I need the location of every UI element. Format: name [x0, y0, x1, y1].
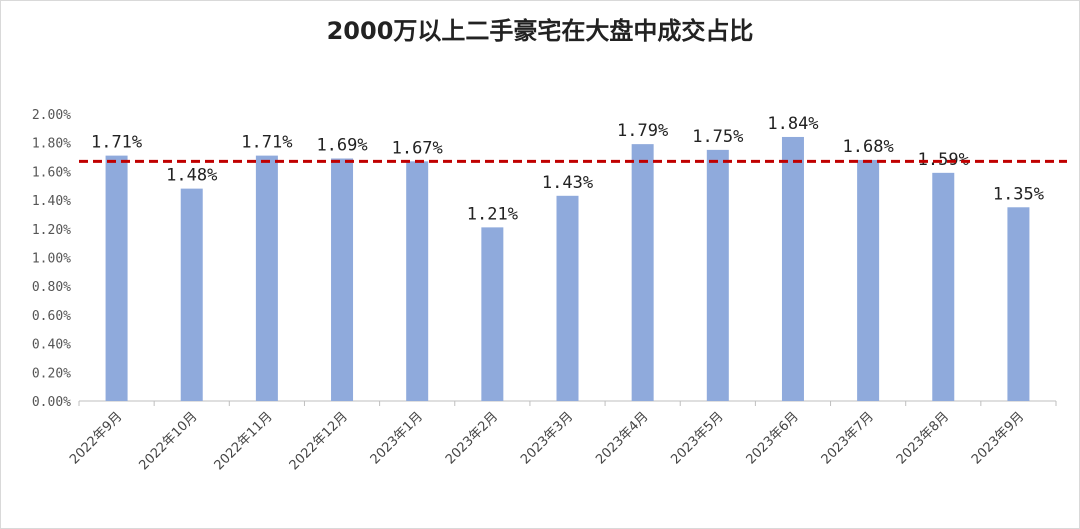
bar: [481, 227, 504, 401]
y-tick-label: 2.00%: [32, 108, 71, 123]
data-label: 1.79%: [617, 121, 668, 141]
bar: [932, 172, 955, 401]
y-tick-label: 0.60%: [32, 309, 71, 324]
y-tick-label: 1.80%: [32, 137, 71, 152]
y-tick-label: 1.20%: [32, 223, 71, 238]
category-label: 2023年6月: [744, 409, 802, 467]
data-label: 1.43%: [542, 173, 593, 193]
data-label: 1.59%: [918, 150, 969, 170]
y-tick-label: 0.20%: [32, 366, 71, 381]
bar: [556, 195, 579, 401]
bar: [1007, 207, 1030, 401]
category-label: 2022年12月: [287, 409, 351, 473]
data-label: 1.48%: [166, 166, 217, 186]
category-label: 2023年7月: [819, 409, 877, 467]
category-label: 2022年10月: [136, 409, 200, 473]
category-label: 2022年11月: [212, 409, 276, 473]
category-label: 2023年2月: [443, 409, 501, 467]
category-label: 2023年5月: [668, 409, 726, 467]
bar: [706, 149, 729, 401]
category-label: 2023年9月: [969, 409, 1027, 467]
data-label: 1.67%: [392, 138, 443, 158]
data-label: 1.71%: [91, 133, 142, 153]
data-label: 1.75%: [692, 127, 743, 147]
bar: [105, 155, 128, 401]
y-tick-label: 0.40%: [32, 338, 71, 353]
y-tick-label: 1.00%: [32, 252, 71, 267]
bar: [781, 136, 804, 401]
data-label: 1.69%: [316, 135, 367, 155]
category-label: 2023年3月: [518, 409, 576, 467]
category-label: 2022年9月: [67, 409, 125, 467]
bar: [331, 158, 354, 401]
bar: [857, 159, 880, 401]
data-label: 1.35%: [993, 184, 1044, 204]
y-tick-label: 0.80%: [32, 280, 71, 295]
bar: [180, 188, 203, 401]
y-tick-label: 1.60%: [32, 165, 71, 180]
chart-title: 2000万以上二手豪宅在大盘中成交占比: [326, 17, 754, 45]
category-label: 2023年8月: [894, 409, 952, 467]
data-label: 1.68%: [843, 137, 894, 157]
y-tick-label: 0.00%: [32, 395, 71, 410]
data-label: 1.84%: [767, 114, 818, 134]
data-label: 1.71%: [241, 133, 292, 153]
category-label: 2023年1月: [368, 409, 426, 467]
bar: [406, 161, 429, 401]
category-label: 2023年4月: [593, 409, 651, 467]
bar: [631, 144, 654, 401]
y-tick-label: 1.40%: [32, 194, 71, 209]
bar: [255, 155, 278, 401]
data-label: 1.21%: [467, 204, 518, 224]
